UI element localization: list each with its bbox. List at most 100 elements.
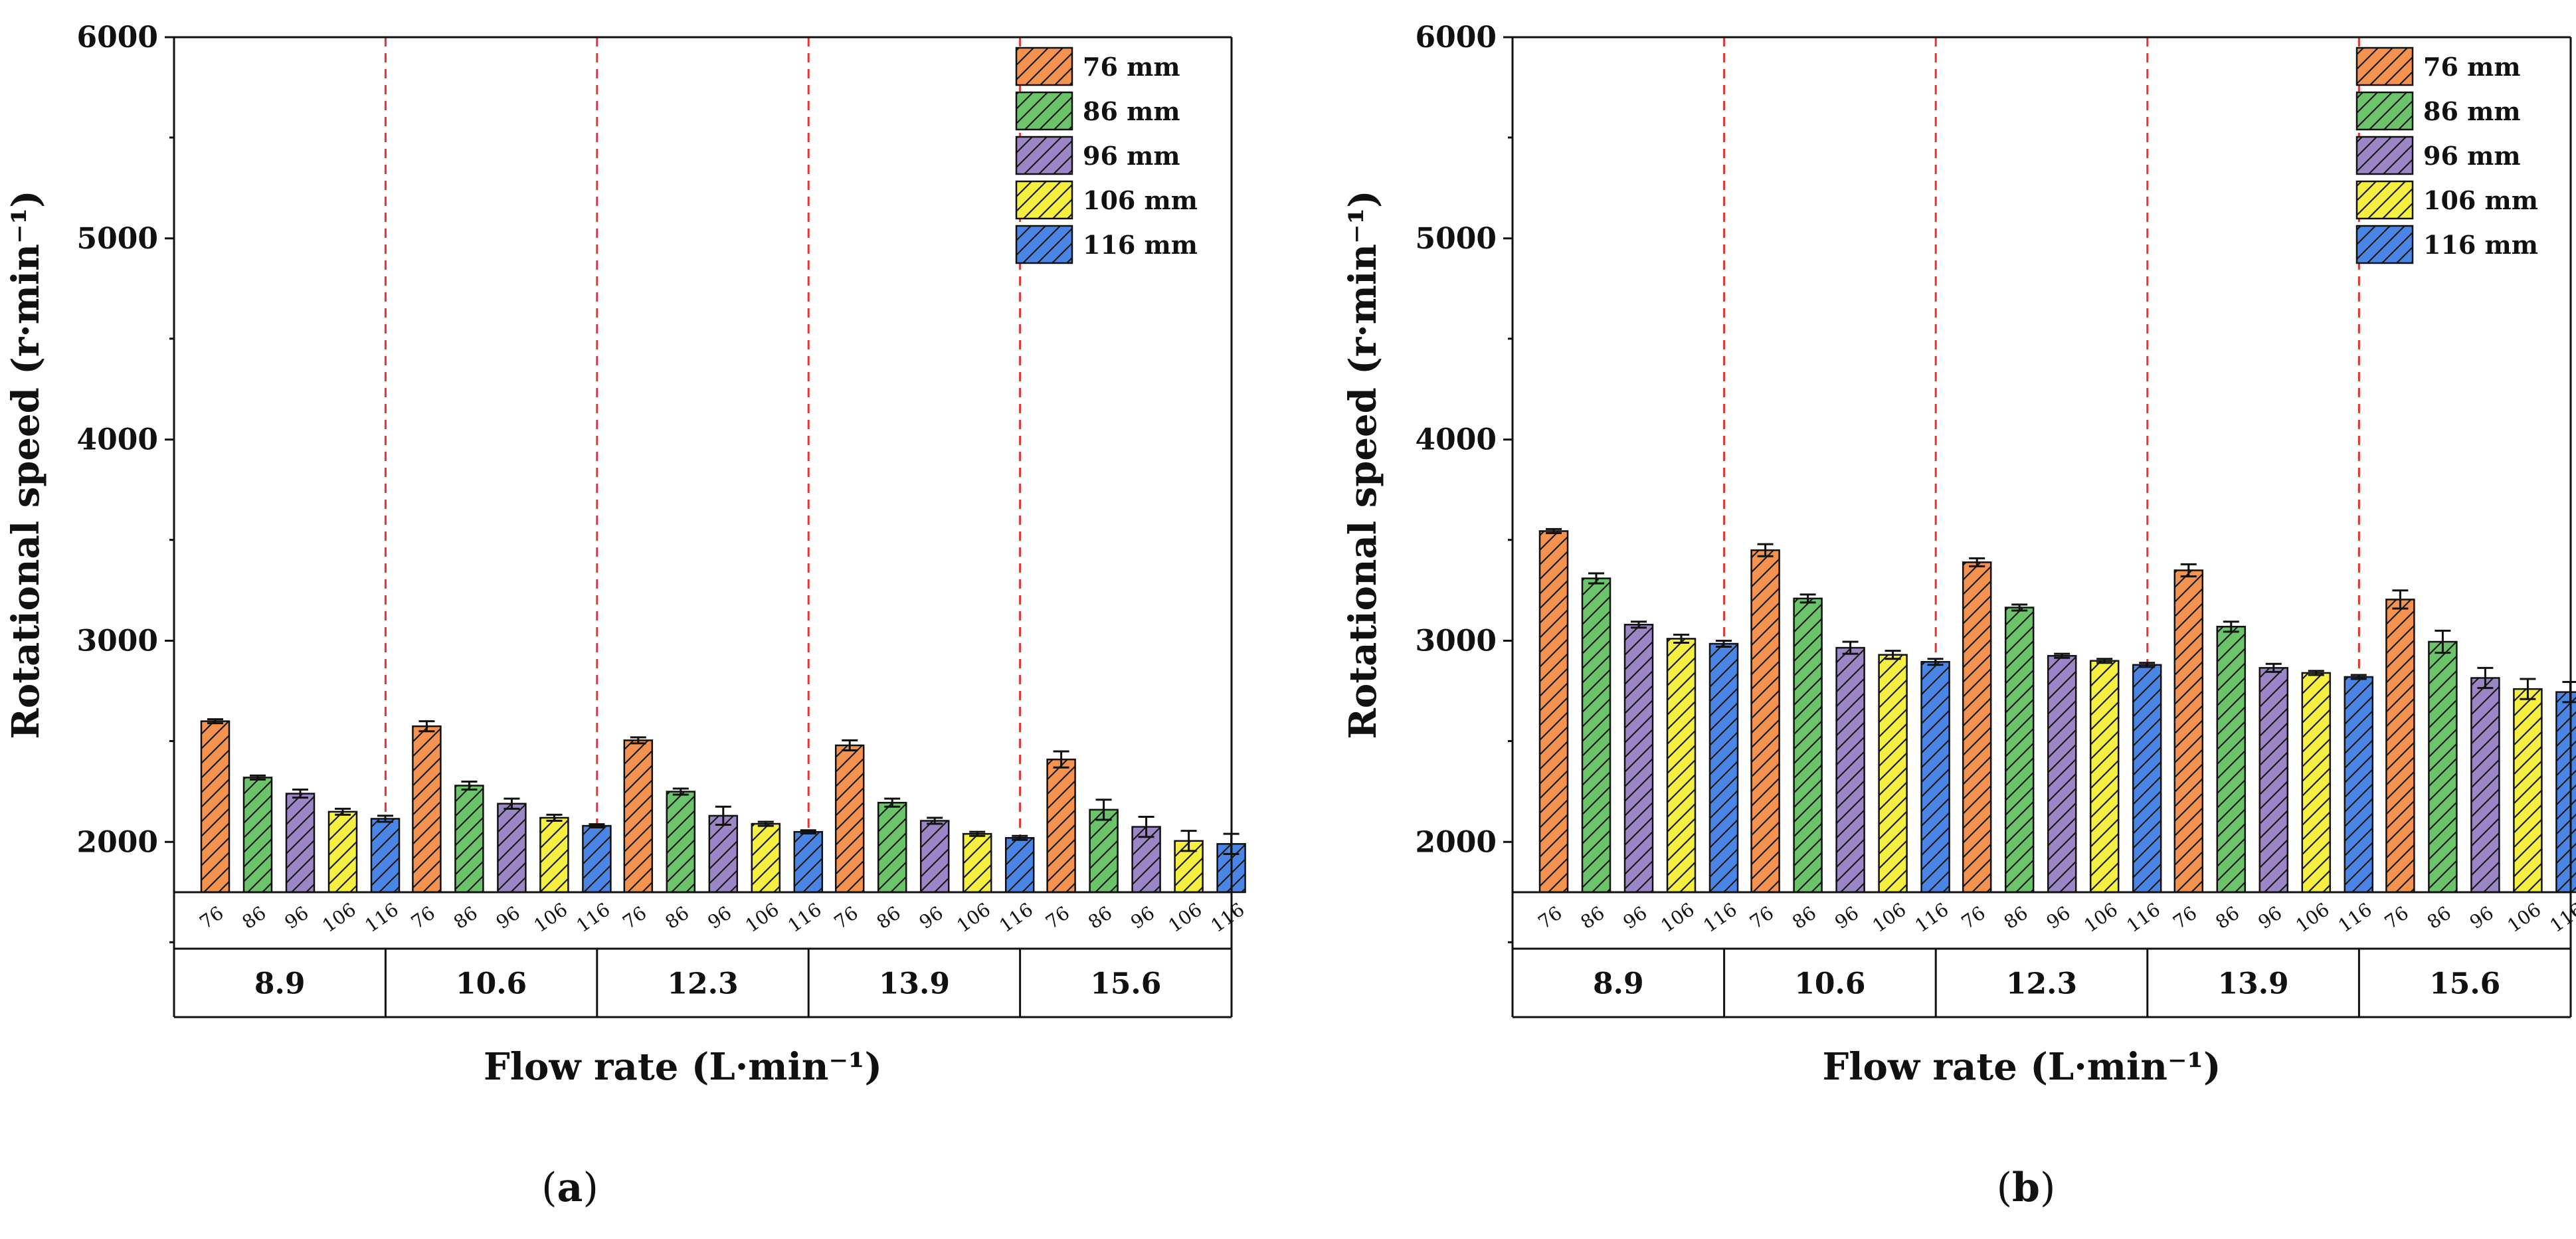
legend-label: 76 mm <box>1083 52 1180 82</box>
x-category-label: 10.6 <box>1794 967 1865 1001</box>
bar <box>1581 577 1611 894</box>
sub-category-label: 76 <box>1746 902 1778 933</box>
y-tick-label: 2000 <box>77 825 158 859</box>
panel-label-open: ( <box>541 1165 557 1211</box>
sub-category-label: 96 <box>1831 902 1863 933</box>
panel-b: 76 86 96 106 116 76 86 96 106 116 76 86 96 106 116 76 86… <box>1341 21 2576 1211</box>
bar <box>2004 607 2035 894</box>
x-category-label: 8.9 <box>254 967 306 1001</box>
sub-category-label: 96 <box>1127 902 1158 933</box>
bar <box>2216 626 2247 894</box>
bar <box>1046 758 1076 894</box>
bar <box>1835 646 1865 894</box>
legend-label: 116 mm <box>1083 230 1198 260</box>
bar <box>1793 597 1823 894</box>
bar <box>877 801 907 894</box>
sub-category-label: 96 <box>492 902 524 933</box>
sub-category-label: 106 <box>2080 898 2122 937</box>
bar <box>1623 623 1654 894</box>
legend-label: 76 mm <box>2423 52 2521 82</box>
sub-category-label: 106 <box>741 898 783 937</box>
x-category-label: 8.9 <box>1593 967 1644 1001</box>
y-tick-label: 3000 <box>77 624 158 658</box>
bar <box>370 818 401 894</box>
legend-swatch <box>2355 91 2414 131</box>
y-tick-label: 3000 <box>1416 624 1497 658</box>
sub-category-label: 86 <box>450 902 482 933</box>
sub-category-label: 86 <box>1084 902 1116 933</box>
legend-swatch <box>1015 47 1073 86</box>
sub-category-label: 106 <box>530 898 572 937</box>
sub-category-label: 106 <box>318 898 360 937</box>
panel-label: (a) <box>541 1165 598 1211</box>
bar <box>1666 638 1697 894</box>
y-tick-label: 6000 <box>1416 21 1497 54</box>
sub-category-label: 116 <box>361 898 403 937</box>
sub-category-label: 86 <box>238 902 270 933</box>
y-tick-label: 6000 <box>77 21 158 54</box>
legend-swatch <box>2355 225 2414 264</box>
bar <box>2301 672 2332 894</box>
sub-category-label: 86 <box>2211 902 2243 933</box>
bar <box>497 803 527 894</box>
sub-category-label: 116 <box>2334 898 2376 937</box>
sub-category-label: 96 <box>2043 902 2074 933</box>
bar <box>539 816 569 894</box>
sub-category-label: 86 <box>2000 902 2032 933</box>
bar <box>2173 569 2204 894</box>
bar <box>1920 661 1950 894</box>
legend-label: 106 mm <box>1083 185 1198 215</box>
sub-category-label: 96 <box>2466 902 2498 933</box>
bar <box>2089 660 2120 894</box>
panel-label-open: ( <box>1997 1165 2012 1211</box>
bar <box>582 824 612 894</box>
sub-category-label: 76 <box>1958 902 1989 933</box>
sub-category-label: 116 <box>573 898 614 937</box>
bar <box>2555 691 2576 894</box>
sub-category-label: 106 <box>2504 898 2545 937</box>
panel-label-close: ) <box>583 1165 598 1211</box>
bar <box>2258 667 2289 894</box>
x-category-label: 15.6 <box>1090 967 1161 1001</box>
y-axis-title: Rotational speed (r·min⁻¹) <box>1341 190 1385 739</box>
bar <box>751 822 781 894</box>
sub-category-label: 116 <box>1699 898 1741 937</box>
bar <box>285 793 316 894</box>
legend-label: 96 mm <box>1083 141 1180 171</box>
legend-swatch <box>1015 91 1073 131</box>
bar <box>708 814 739 894</box>
legend: 76 mm 86 mm 96 mm 106 mm 116 mm <box>1015 47 1198 264</box>
x-category-label: 10.6 <box>456 967 527 1001</box>
legend-swatch <box>2355 136 2414 175</box>
sub-category-label: 86 <box>2423 902 2455 933</box>
sub-category-label: 106 <box>1657 898 1699 937</box>
sub-category-label: 76 <box>618 902 650 933</box>
sub-category-label: 106 <box>1869 898 1910 937</box>
bar <box>242 777 273 894</box>
bar <box>666 791 696 894</box>
sub-category-label: 86 <box>873 902 905 933</box>
sub-category-label: 96 <box>703 902 735 933</box>
x-axis-title: Flow rate (L·min⁻¹) <box>1822 1045 2221 1089</box>
bar <box>834 744 865 894</box>
bar <box>2344 676 2374 894</box>
bar <box>1878 654 1908 894</box>
x-axis-title: Flow rate (L·min⁻¹) <box>484 1045 882 1089</box>
bar <box>919 820 950 894</box>
bar <box>1004 836 1035 894</box>
x-category-label: 12.3 <box>667 967 738 1001</box>
bar <box>2428 640 2458 894</box>
sub-category-label: 106 <box>1164 898 1206 937</box>
panel-a: 76 86 96 106 116 76 86 96 106 116 76 86 96 106 116 76 86… <box>4 21 1249 1211</box>
bar <box>327 810 358 894</box>
panel-label-letter: a <box>557 1165 583 1211</box>
y-tick-label: 4000 <box>1416 423 1497 457</box>
sub-category-label: 106 <box>953 898 994 937</box>
sub-category-label: 76 <box>2169 902 2201 933</box>
bar <box>623 739 654 894</box>
sub-category-label: 76 <box>407 902 439 933</box>
x-category-label: 15.6 <box>2429 967 2500 1001</box>
legend-swatch <box>1015 136 1073 175</box>
sub-category-label: 96 <box>280 902 312 933</box>
